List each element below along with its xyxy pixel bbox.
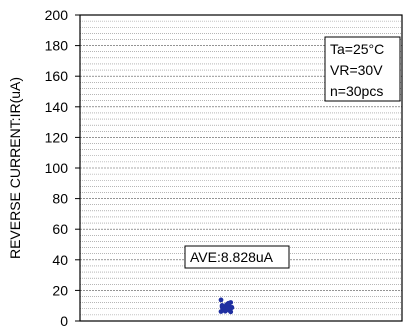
- y-axis-label: REVERSE CURRENT:IR(uA): [7, 77, 23, 259]
- y-tick-label: 120: [45, 129, 69, 145]
- y-tick-label: 80: [52, 191, 68, 207]
- condition-sample-count: n=30pcs: [330, 83, 383, 99]
- data-point: [228, 309, 234, 315]
- y-tick-label: 20: [52, 282, 68, 298]
- y-tick-label: 200: [45, 7, 69, 23]
- average-box: AVE:8.828uA: [184, 245, 290, 269]
- y-tick-label: 60: [52, 221, 68, 237]
- data-point: [229, 305, 235, 311]
- average-label: AVE:8.828uA: [190, 249, 274, 265]
- y-tick-label: 0: [60, 313, 68, 327]
- y-axis-ticks: 0 20 40 60 80 100 120 140 160 180 200: [45, 7, 80, 327]
- y-tick-label: 40: [52, 252, 68, 268]
- data-point: [220, 305, 226, 311]
- y-tick-label: 160: [45, 68, 69, 84]
- data-point: [218, 309, 224, 314]
- data-points: [218, 297, 235, 315]
- y-tick-label: 180: [45, 38, 69, 54]
- condition-voltage: VR=30V: [330, 62, 383, 78]
- data-point: [225, 306, 231, 312]
- y-tick-label: 140: [45, 99, 69, 115]
- y-tick-label: 100: [45, 160, 69, 176]
- data-point: [218, 297, 224, 303]
- condition-temperature: Ta=25°C: [330, 41, 384, 57]
- conditions-box: Ta=25°C VR=30V n=30pcs: [324, 36, 401, 102]
- data-point: [226, 300, 231, 306]
